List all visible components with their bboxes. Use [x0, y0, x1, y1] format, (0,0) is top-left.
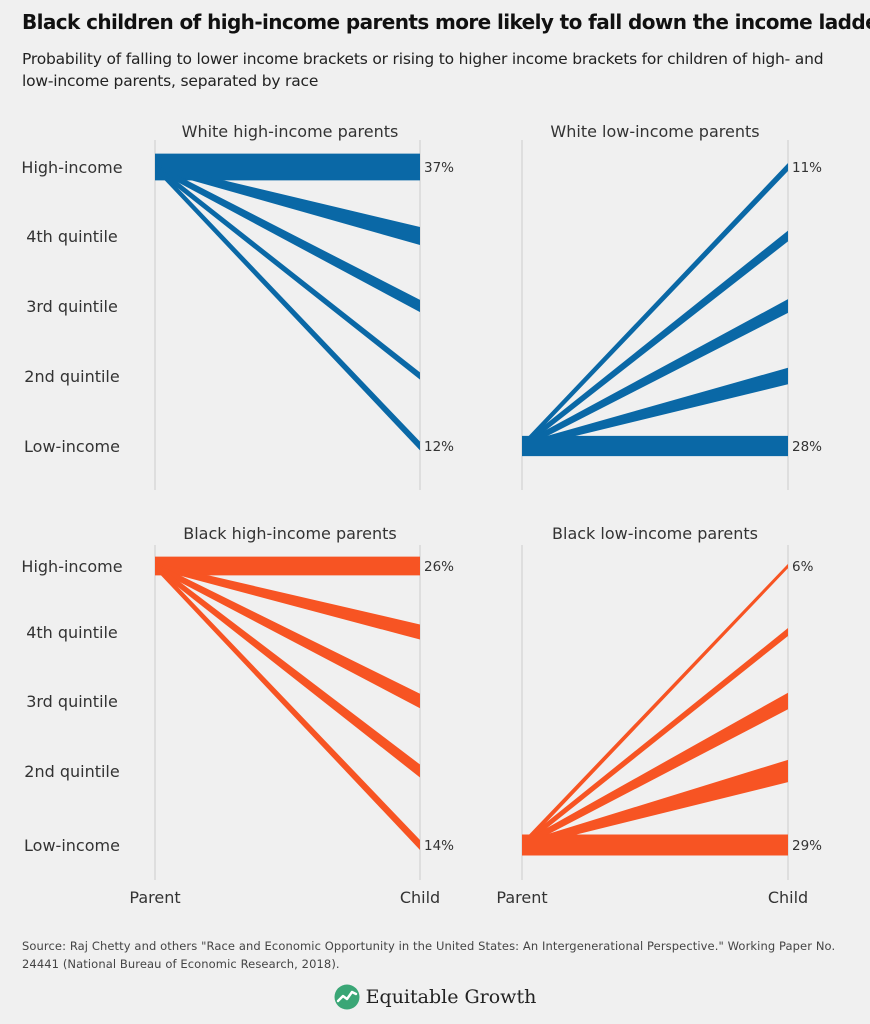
row-label-low-income: Low-income [24, 437, 120, 456]
data-label-low-income: 12% [424, 439, 454, 455]
flow-3rd-quintile [522, 299, 788, 449]
row-label-3rd-quintile: 3rd quintile [26, 692, 118, 711]
flow-3rd-quintile [155, 563, 420, 709]
data-label-low-income: 29% [792, 838, 822, 854]
row-label-2nd-quintile: 2nd quintile [24, 367, 119, 386]
flow-2nd-quintile [155, 563, 420, 778]
x-tick-parent: Parent [129, 888, 180, 907]
flow-low-income [522, 435, 788, 457]
chart-title: Black children of high-income parents mo… [22, 10, 870, 34]
flow-high-income [155, 153, 420, 181]
brand-name: Equitable Growth [365, 986, 537, 1008]
flow-2nd-quintile [522, 367, 788, 449]
row-label-3rd-quintile: 3rd quintile [26, 297, 118, 316]
flow-4th-quintile [522, 230, 788, 449]
flow-4th-quintile [522, 628, 788, 848]
flow-3rd-quintile [155, 164, 420, 313]
data-label-high-income: 11% [792, 160, 822, 176]
flow-low-income [155, 164, 420, 451]
slope-chart-grid: High-income 4th quintile 3rd quintile 2nd q… [21, 122, 822, 907]
chart-subtitle: Probability of falling to lower income b… [22, 50, 824, 90]
row-label-high-income: High-income [21, 557, 122, 576]
panel-white-low-income-parents: White low-income parents 11% 28% [521, 122, 822, 490]
flow-4th-quintile [155, 563, 420, 640]
row-label-low-income: Low-income [24, 836, 120, 855]
data-label-high-income: 26% [424, 559, 454, 575]
flow-2nd-quintile [155, 164, 420, 380]
data-label-high-income: 37% [424, 160, 454, 176]
flow-low-income [522, 834, 788, 856]
data-label-low-income: 14% [424, 838, 454, 854]
panel-title: White low-income parents [550, 122, 759, 141]
flow-high-income [522, 563, 788, 848]
panel-white-high-income-parents: White high-income parents 37% 12% [154, 122, 454, 490]
panel-black-high-income-parents: Black high-income parents 26% 14% [154, 524, 454, 880]
flow-high-income [522, 163, 788, 450]
row-label-2nd-quintile: 2nd quintile [24, 762, 119, 781]
x-tick-parent: Parent [496, 888, 547, 907]
growth-logo-icon [334, 984, 360, 1010]
data-label-high-income: 6% [792, 559, 814, 575]
row-label-high-income: High-income [21, 158, 122, 177]
panel-black-low-income-parents: Black low-income parents 6% 29% [521, 524, 822, 880]
row-label-4th-quintile: 4th quintile [26, 623, 118, 642]
panel-title: Black low-income parents [552, 524, 758, 543]
row-label-4th-quintile: 4th quintile [26, 227, 118, 246]
flow-3rd-quintile [522, 692, 788, 848]
data-label-low-income: 28% [792, 439, 822, 455]
x-tick-child: Child [400, 888, 440, 907]
panel-title: White high-income parents [182, 122, 399, 141]
panel-title: Black high-income parents [183, 524, 397, 543]
flow-2nd-quintile [522, 759, 788, 848]
x-tick-child: Child [768, 888, 808, 907]
flow-high-income [155, 556, 420, 576]
brand-footer: Equitable Growth [0, 982, 870, 1012]
source-note: Source: Raj Chetty and others "Race and … [22, 939, 836, 971]
flow-4th-quintile [155, 164, 420, 245]
flow-low-income [155, 563, 420, 851]
